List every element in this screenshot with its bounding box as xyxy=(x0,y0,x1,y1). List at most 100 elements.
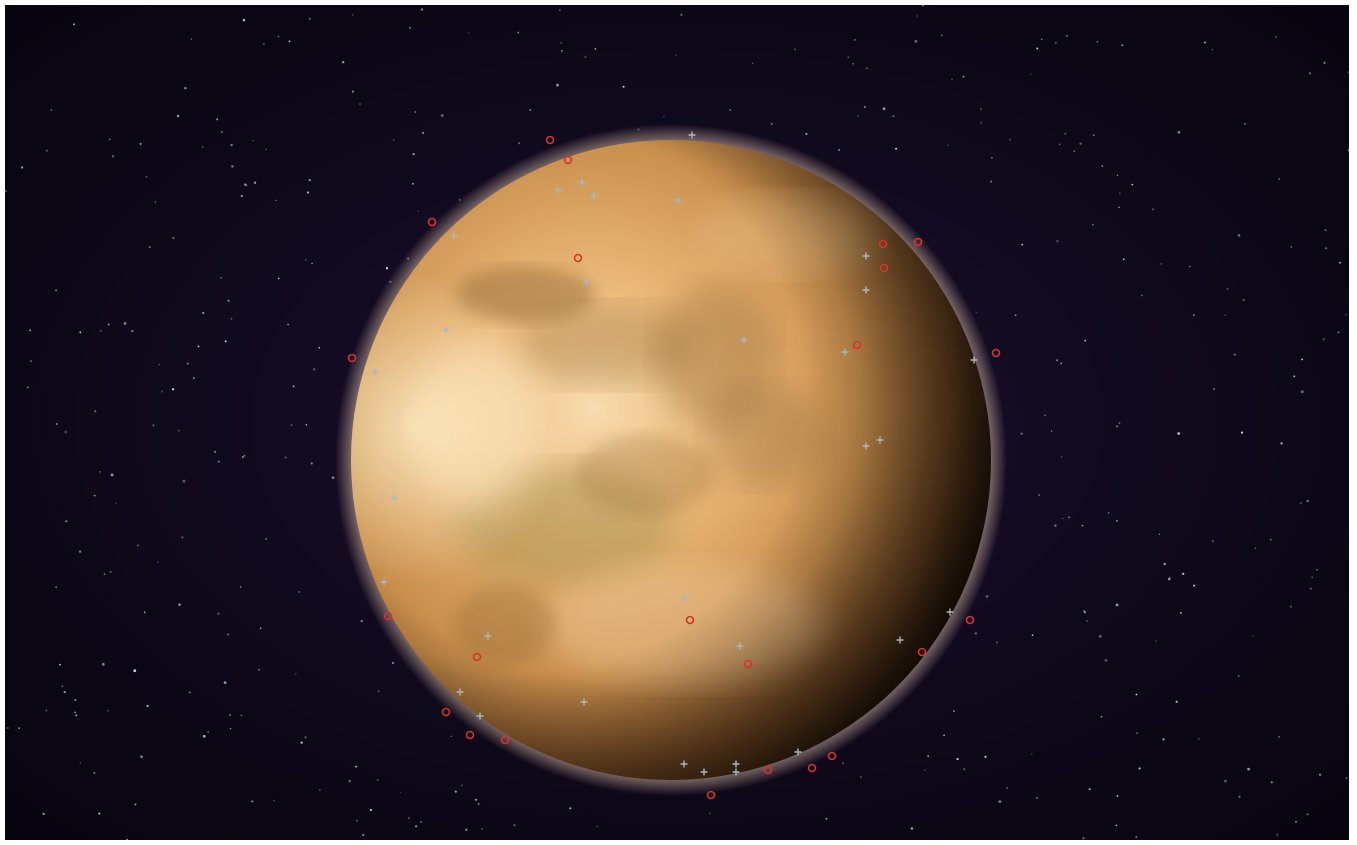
starfield xyxy=(5,5,1349,840)
star xyxy=(794,48,796,51)
star xyxy=(1300,390,1304,394)
star xyxy=(1086,620,1088,622)
red-circle-marker xyxy=(685,615,695,625)
star xyxy=(277,35,280,38)
star xyxy=(139,142,142,145)
star xyxy=(99,471,102,473)
star xyxy=(187,362,189,365)
star xyxy=(61,685,64,688)
star xyxy=(221,131,223,133)
star xyxy=(227,299,230,302)
star xyxy=(1118,206,1120,209)
planet-body[interactable] xyxy=(351,140,991,780)
star xyxy=(213,450,217,454)
red-circle-marker xyxy=(427,217,437,227)
star xyxy=(1290,245,1293,248)
star xyxy=(1242,299,1245,301)
red-circle-marker xyxy=(879,263,889,273)
star xyxy=(477,803,480,805)
surface-markers xyxy=(347,131,1001,800)
star xyxy=(1274,36,1278,39)
cross-marker xyxy=(862,286,870,294)
star xyxy=(152,424,155,427)
star xyxy=(197,345,200,348)
star xyxy=(30,360,32,362)
star xyxy=(951,78,953,81)
star xyxy=(277,277,280,280)
star xyxy=(231,165,234,168)
red-circle-marker xyxy=(545,135,555,145)
star xyxy=(369,808,373,812)
star xyxy=(1278,735,1280,738)
star xyxy=(1044,414,1047,417)
star xyxy=(1081,524,1084,527)
star xyxy=(895,147,898,150)
planet-scene[interactable] xyxy=(5,5,1349,840)
star xyxy=(145,176,148,178)
red-circle-marker xyxy=(913,237,923,247)
star xyxy=(223,681,227,684)
star xyxy=(1058,143,1061,146)
star xyxy=(362,833,365,837)
star xyxy=(5,190,7,192)
star xyxy=(1237,674,1240,678)
red-circle-marker xyxy=(441,707,451,717)
star xyxy=(1254,547,1257,549)
star xyxy=(245,184,248,187)
star xyxy=(1177,130,1181,134)
star xyxy=(995,641,999,644)
star xyxy=(411,182,414,185)
star xyxy=(224,340,227,343)
star xyxy=(916,15,919,17)
star xyxy=(1237,234,1241,237)
star xyxy=(79,331,82,334)
star xyxy=(229,727,232,730)
star xyxy=(1345,777,1348,780)
star xyxy=(154,201,157,203)
star xyxy=(108,138,111,141)
star xyxy=(1339,261,1342,264)
star xyxy=(351,90,354,93)
star xyxy=(304,259,307,261)
star xyxy=(93,771,96,774)
red-circle-marker xyxy=(706,790,716,800)
star xyxy=(134,803,137,806)
star xyxy=(596,825,598,828)
star xyxy=(292,385,295,388)
star xyxy=(1347,71,1349,74)
star xyxy=(450,735,453,738)
star xyxy=(1197,737,1200,740)
star xyxy=(290,424,293,426)
cross-marker xyxy=(681,594,689,602)
star xyxy=(1247,767,1250,771)
red-circle-marker xyxy=(472,652,482,662)
star xyxy=(409,26,411,29)
star xyxy=(217,612,220,615)
star xyxy=(1040,38,1043,41)
star xyxy=(1098,635,1102,638)
star xyxy=(74,711,76,714)
star xyxy=(65,520,68,523)
cross-marker xyxy=(740,336,748,344)
star xyxy=(1211,48,1214,51)
star xyxy=(1056,359,1059,362)
star xyxy=(1322,338,1325,341)
cross-marker xyxy=(680,760,688,768)
star xyxy=(348,780,351,783)
star xyxy=(140,755,143,759)
cross-marker xyxy=(794,748,802,756)
cross-marker xyxy=(580,698,588,706)
star xyxy=(1020,432,1023,435)
star xyxy=(559,9,561,11)
star xyxy=(1240,431,1244,434)
star xyxy=(1300,358,1303,361)
star xyxy=(298,590,301,593)
star xyxy=(1115,603,1119,607)
star xyxy=(1107,511,1110,514)
3d-viewport[interactable] xyxy=(5,5,1349,840)
star xyxy=(1306,813,1309,816)
red-circle-marker xyxy=(347,353,357,363)
star xyxy=(178,603,181,606)
star xyxy=(227,633,230,636)
star xyxy=(1104,659,1108,662)
